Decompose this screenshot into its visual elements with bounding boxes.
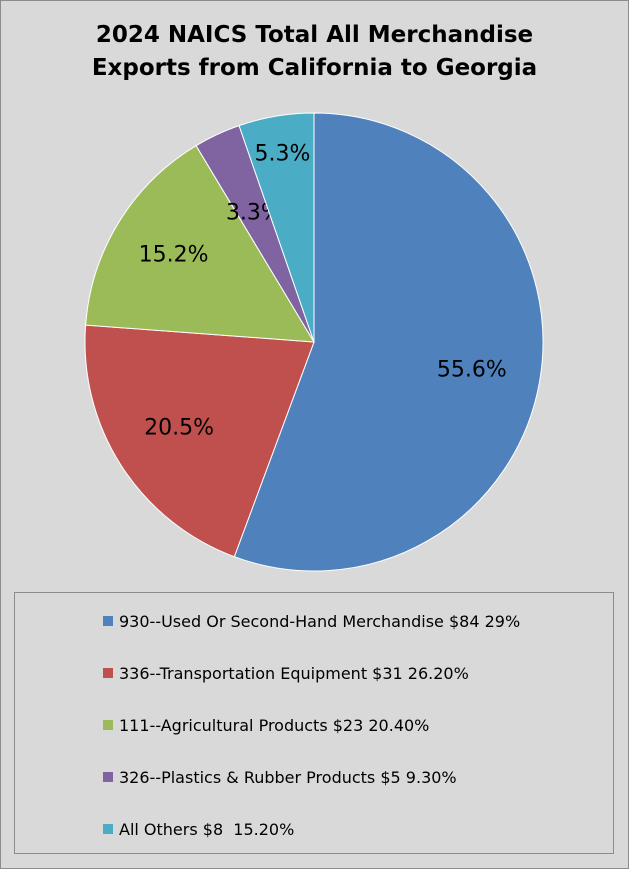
pie-slice-111 bbox=[85, 145, 315, 343]
legend-label-336: 336--Transportation Equipment $31 26.20% bbox=[119, 663, 469, 683]
legend-label-326: 326--Plastics & Rubber Products $5 9.30% bbox=[119, 767, 457, 787]
legend-item-336: 336--Transportation Equipment $31 26.20% bbox=[103, 661, 469, 685]
legend-item-111: 111--Agricultural Products $23 20.40% bbox=[103, 713, 429, 737]
chart-title-line-1: 2024 NAICS Total All Merchandise bbox=[95, 22, 534, 48]
legend-swatch-326 bbox=[103, 772, 113, 782]
pie-slice-930 bbox=[233, 112, 544, 572]
data-label-930: 55.6% bbox=[437, 357, 507, 382]
pie-chart: 55.6%20.5%15.2%3.3%5.3% bbox=[84, 112, 544, 572]
legend-swatch-all-others bbox=[103, 824, 113, 834]
legend-label-930: 930--Used Or Second-Hand Merchandise $84… bbox=[119, 611, 521, 631]
data-label-111: 15.2% bbox=[139, 243, 209, 268]
pie-slice-336 bbox=[84, 324, 315, 558]
legend: 930--Used Or Second-Hand Merchandise $84… bbox=[14, 592, 614, 854]
legend-label-111: 111--Agricultural Products $23 20.40% bbox=[119, 715, 430, 735]
data-label-336: 20.5% bbox=[144, 416, 214, 441]
legend-swatch-930 bbox=[103, 616, 113, 626]
legend-swatch-111 bbox=[103, 720, 113, 730]
legend-swatch-336 bbox=[103, 668, 113, 678]
legend-item-930: 930--Used Or Second-Hand Merchandise $84… bbox=[103, 609, 520, 633]
legend-item-all-others: All Others $8 15.20% bbox=[103, 817, 294, 841]
pie-slice-all-others bbox=[238, 112, 315, 343]
chart-title: 2024 NAICS Total All Merchandise Exports… bbox=[1, 19, 628, 85]
legend-item-326: 326--Plastics & Rubber Products $5 9.30% bbox=[103, 765, 457, 789]
legend-label-all-others: All Others $8 15.20% bbox=[119, 819, 295, 839]
chart-title-line-2: Exports from California to Georgia bbox=[91, 55, 538, 81]
data-label-all-others: 5.3% bbox=[255, 142, 311, 167]
